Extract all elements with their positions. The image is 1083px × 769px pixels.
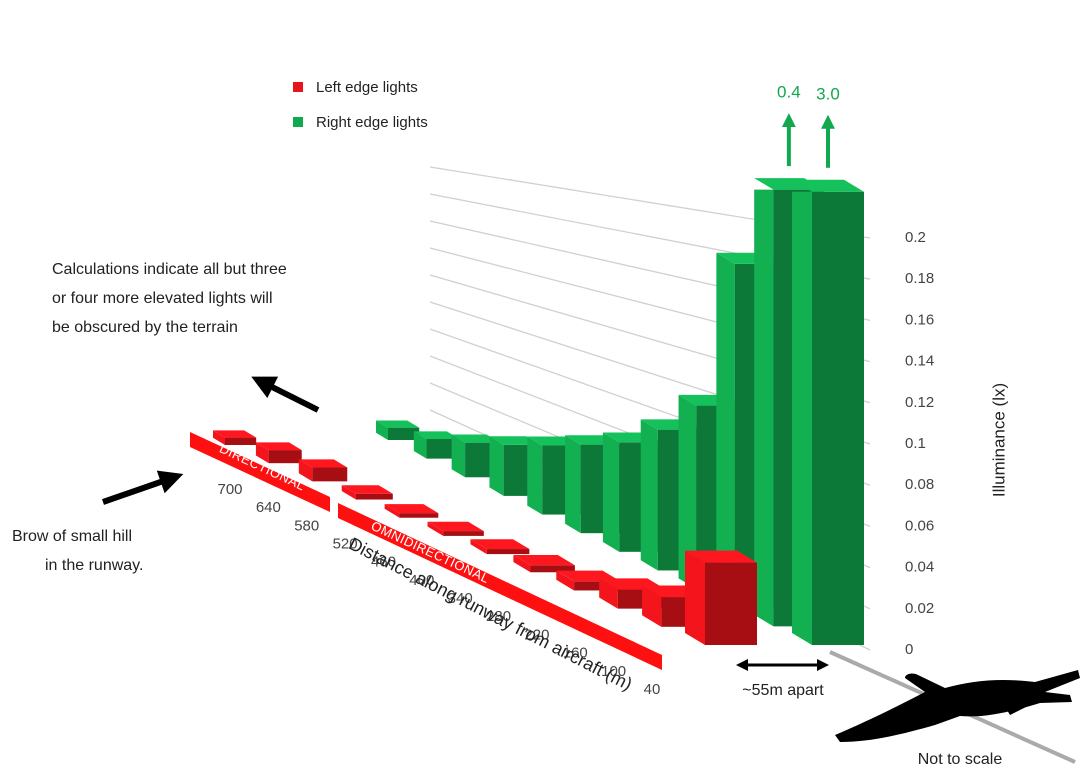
bar-side — [754, 0, 773, 626]
x-tick-label: 40 — [644, 681, 661, 698]
bar-side — [527, 436, 542, 514]
annotation: Not to scale — [918, 751, 1003, 768]
bar — [470, 539, 529, 554]
y-tick-label: 0.14 — [905, 353, 934, 370]
bar — [213, 430, 256, 445]
bar — [513, 555, 575, 572]
bar-side — [641, 419, 658, 570]
annotation-line: be obscured by the terrain — [52, 319, 238, 336]
y-tick-label: 0.1 — [905, 435, 926, 452]
bar — [376, 420, 419, 440]
value-label: 3.0 — [816, 84, 840, 103]
bar — [342, 485, 393, 499]
legend-swatch — [293, 117, 303, 127]
value-label: 0.4 — [777, 83, 801, 102]
y-tick-label: 0.02 — [905, 600, 934, 617]
aircraft-silhouette — [835, 670, 1080, 742]
y-tick-label: 0.16 — [905, 311, 934, 328]
x-tick-label: 580 — [294, 517, 319, 534]
x-axis-title: Distance along runway from aircraft (m) — [346, 533, 636, 694]
y-tick-label: 0.12 — [905, 394, 934, 411]
bar-front — [312, 468, 347, 482]
bars: 0.4 3.0 — [213, 0, 864, 645]
arrow — [262, 382, 318, 410]
annotation-line: or four more elevated lights will — [52, 290, 273, 307]
annotation-line: Calculations indicate all but three — [52, 261, 287, 278]
chart: 00.020.040.060.080.10.120.140.160.180.2 … — [0, 0, 1083, 769]
y-tick-label: 0.18 — [905, 270, 934, 287]
annotation: ~55m apart — [742, 682, 824, 699]
annotation-line: in the runway. — [45, 557, 143, 574]
bar-side — [685, 551, 705, 645]
bar-front — [487, 549, 530, 554]
arrow — [103, 478, 172, 502]
legend-swatch — [293, 82, 303, 92]
bar-side — [565, 435, 581, 533]
bar-front — [356, 494, 393, 500]
bar — [685, 551, 757, 645]
y-tick-label: 0.06 — [905, 517, 934, 534]
bar — [428, 522, 484, 536]
bar-side — [603, 432, 619, 551]
bar-front — [269, 450, 302, 463]
legend-label: Right edge lights — [316, 114, 428, 131]
y-axis-title: Illuminance (lx) — [989, 383, 1008, 497]
x-tick-label: 640 — [256, 499, 281, 516]
annotation-line: Brow of small hill — [12, 528, 132, 545]
legend-label: Left edge lights — [316, 79, 418, 96]
bar-side — [489, 436, 503, 496]
y-tick-label: 0.2 — [905, 229, 926, 246]
y-tick-label: 0.04 — [905, 559, 934, 576]
bar-front — [705, 563, 757, 645]
bar-front — [443, 531, 484, 536]
x-tick-label: 700 — [217, 481, 242, 498]
hill-note: Brow of small hill in the runway. — [12, 528, 143, 574]
legend: Left edge lights Right edge lights — [293, 79, 428, 131]
bar — [385, 504, 439, 518]
y-tick-label: 0.08 — [905, 476, 934, 493]
y-tick-label: 0 — [905, 641, 913, 658]
bar-front — [400, 513, 439, 518]
terrain-note: Calculations indicate all but three or f… — [52, 261, 287, 336]
bar-front — [225, 438, 256, 445]
